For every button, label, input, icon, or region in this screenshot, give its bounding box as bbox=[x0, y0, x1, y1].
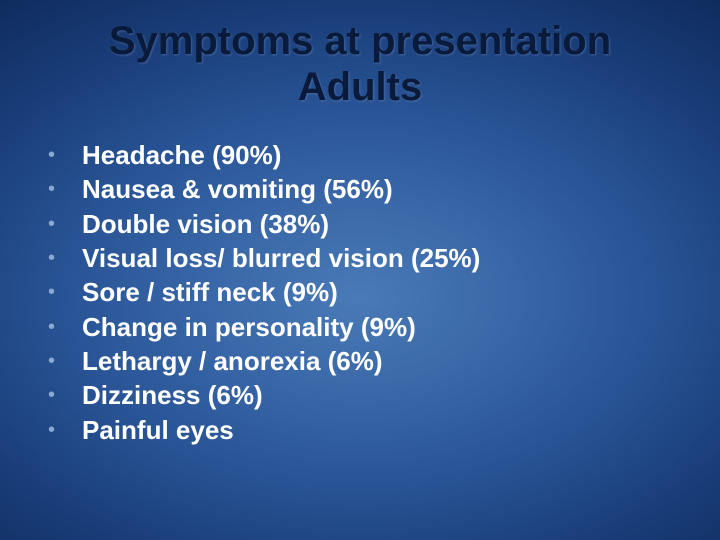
slide-title: Symptoms at presentation Adults bbox=[0, 0, 720, 110]
list-item: Visual loss/ blurred vision (25%) bbox=[40, 241, 690, 275]
slide: Symptoms at presentation Adults Headache… bbox=[0, 0, 720, 540]
list-item: Double vision (38%) bbox=[40, 207, 690, 241]
list-item: Dizziness (6%) bbox=[40, 378, 690, 412]
bullet-list: Headache (90%) Nausea & vomiting (56%) D… bbox=[40, 138, 690, 447]
list-item: Headache (90%) bbox=[40, 138, 690, 172]
list-item: Change in personality (9%) bbox=[40, 310, 690, 344]
list-item: Sore / stiff neck (9%) bbox=[40, 275, 690, 309]
title-line-2: Adults bbox=[298, 65, 422, 109]
title-line-1: Symptoms at presentation bbox=[109, 19, 611, 63]
list-item: Lethargy / anorexia (6%) bbox=[40, 344, 690, 378]
list-item: Nausea & vomiting (56%) bbox=[40, 172, 690, 206]
list-item: Painful eyes bbox=[40, 413, 690, 447]
